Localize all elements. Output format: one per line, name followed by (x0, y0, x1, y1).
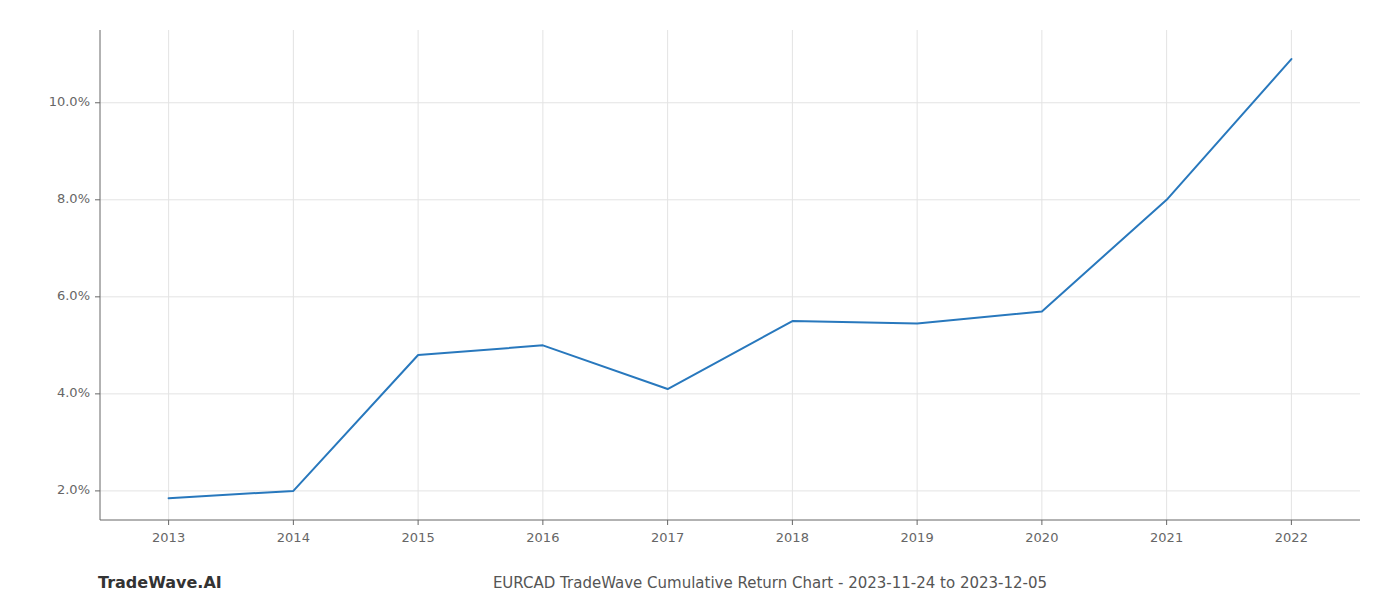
y-tick-label: 6.0% (57, 288, 90, 303)
x-tick (1166, 520, 1167, 525)
chart-svg: 2.0% 4.0% 6.0% 8.0% 10.0% 2013 2014 2015 2016 201… (0, 0, 1400, 600)
y-grid-line (100, 199, 1360, 200)
plot-area (169, 59, 1292, 498)
title: EURCAD TradeWave Cumulative Return Chart… (493, 574, 1047, 592)
y-tick (95, 102, 100, 103)
axes: 2.0% 4.0% 6.0% 8.0% 10.0% 2013 2014 2015 2016 201… (49, 30, 1360, 545)
x-grid-line (917, 30, 918, 520)
x-tick-label: 2015 (402, 530, 435, 545)
grid (100, 30, 1360, 520)
x-grid-line (293, 30, 294, 520)
x-tick (667, 520, 668, 525)
page: {"chart_data": {"type": "line", "title":… (0, 0, 1400, 600)
x-grid-line (168, 30, 169, 520)
x-tick-label: 2019 (901, 530, 934, 545)
y-grid-line (100, 296, 1360, 297)
y-tick (95, 296, 100, 297)
texts: TradeWave.AI EURCAD TradeWave Cumulative … (98, 573, 1047, 592)
x-grid-line (667, 30, 668, 520)
x-tick-label: 2017 (651, 530, 684, 545)
x-tick (293, 520, 294, 525)
y-grid-line (100, 393, 1360, 394)
x-tick-label: 2016 (526, 530, 559, 545)
x-tick-label: 2021 (1150, 530, 1183, 545)
x-tick (1291, 520, 1292, 525)
x-tick (418, 520, 419, 525)
x-grid-line (792, 30, 793, 520)
y-tick (95, 393, 100, 394)
x-axis-line (100, 520, 1360, 521)
y-tick (95, 199, 100, 200)
x-tick (542, 520, 543, 525)
data-line (169, 59, 1292, 498)
x-tick (168, 520, 169, 525)
x-tick-label: 2020 (1025, 530, 1058, 545)
watermark: TradeWave.AI (98, 573, 222, 592)
y-tick (95, 490, 100, 491)
y-tick-label: 4.0% (57, 385, 90, 400)
x-grid-line (1166, 30, 1167, 520)
x-tick (792, 520, 793, 525)
x-grid-line (1291, 30, 1292, 520)
x-tick-label: 2022 (1275, 530, 1308, 545)
y-tick-label: 2.0% (57, 482, 90, 497)
x-tick-label: 2018 (776, 530, 809, 545)
x-grid-line (542, 30, 543, 520)
x-tick-label: 2014 (277, 530, 310, 545)
y-grid-line (100, 102, 1360, 103)
y-tick-label: 8.0% (57, 191, 90, 206)
x-tick-label: 2013 (152, 530, 185, 545)
y-axis-line (100, 30, 101, 520)
x-tick (1041, 520, 1042, 525)
y-tick-label: 10.0% (49, 94, 90, 109)
chart-container: 2.0% 4.0% 6.0% 8.0% 10.0% 2013 2014 2015 2016 201… (0, 0, 1400, 600)
x-tick (917, 520, 918, 525)
x-grid-line (1041, 30, 1042, 520)
x-grid-line (418, 30, 419, 520)
